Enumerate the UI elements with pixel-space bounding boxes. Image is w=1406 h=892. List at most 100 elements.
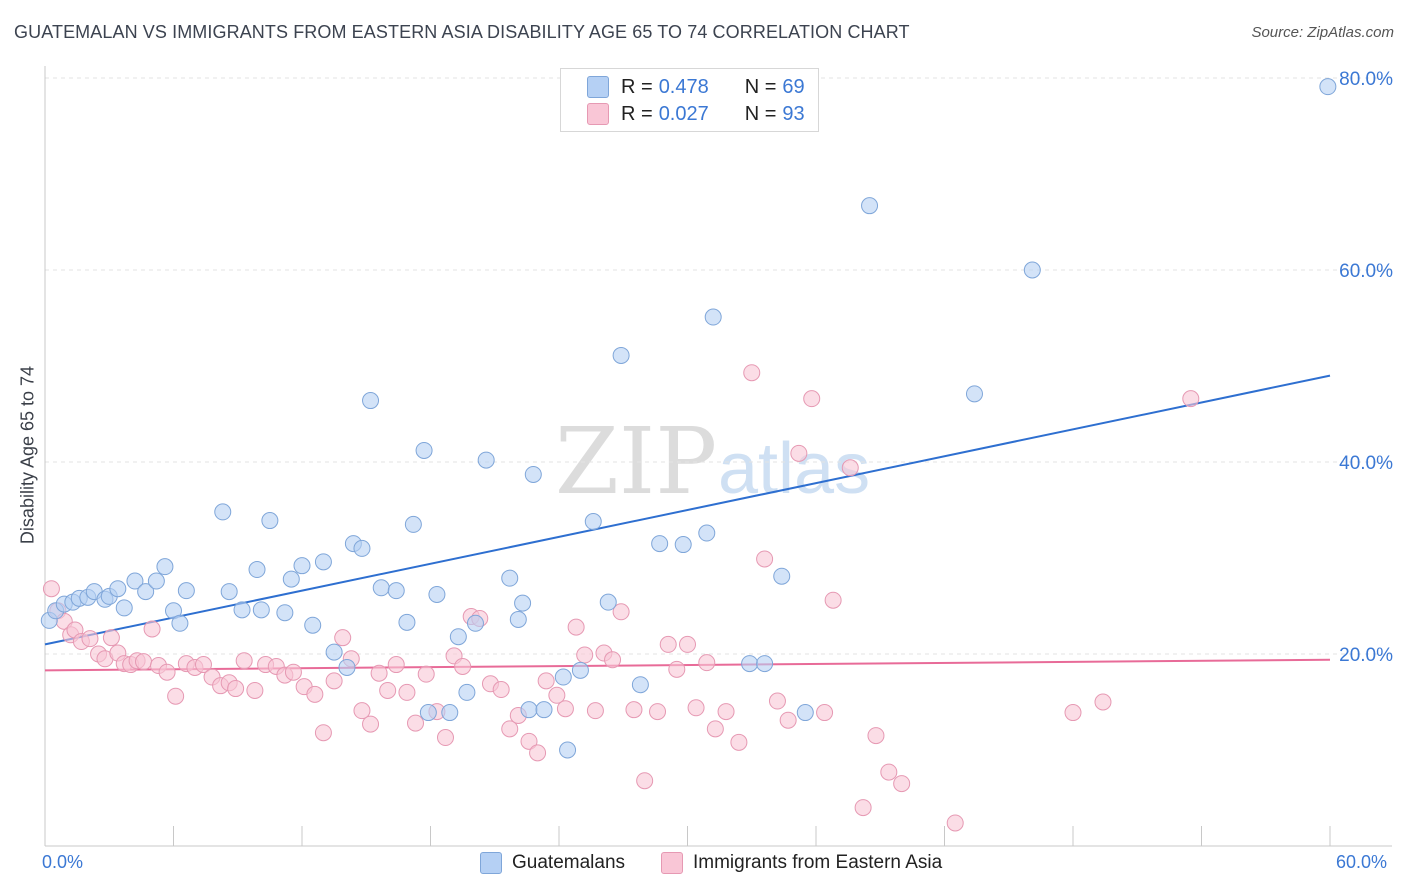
- guatemalan-point: [372, 579, 390, 597]
- guatemalan-point: [233, 601, 251, 619]
- legend-swatch-blue: [480, 852, 502, 874]
- r-label: R =: [621, 75, 653, 98]
- guatemalan-point: [554, 668, 572, 686]
- eastern-asia-point: [436, 729, 454, 747]
- eastern-asia-point: [362, 715, 380, 733]
- guatemalan-point: [398, 613, 416, 631]
- eastern-asia-point: [687, 699, 705, 717]
- legend-label: Guatemalans: [512, 852, 626, 873]
- y-tick-label: 60.0%: [1339, 261, 1393, 282]
- eastern-asia-point: [668, 660, 686, 678]
- eastern-asia-point: [604, 651, 622, 669]
- eastern-asia-point: [529, 744, 547, 762]
- y-tick-label: 40.0%: [1339, 453, 1393, 474]
- eastern-asia-point: [42, 580, 60, 598]
- guatemalan-point: [674, 536, 692, 554]
- eastern-asia-point: [649, 703, 667, 721]
- guatemalan-point: [571, 661, 589, 679]
- guatemalan-point: [252, 601, 270, 619]
- eastern-asia-point: [841, 459, 859, 477]
- guatemalan-point: [314, 553, 332, 571]
- guatemalan-point: [773, 567, 791, 585]
- guatemalan-point: [509, 610, 527, 628]
- blue-swatch: [587, 76, 609, 98]
- eastern-asia-point: [768, 692, 786, 710]
- eastern-asia-point: [659, 635, 677, 653]
- eastern-asia-point: [167, 687, 185, 705]
- guatemalan-point: [304, 616, 322, 634]
- eastern-asia-point: [353, 702, 371, 720]
- guatemalan-point: [698, 524, 716, 542]
- y-tick-labels: 20.0% 40.0% 60.0% 80.0%: [1339, 69, 1393, 666]
- guatemalan-point: [171, 614, 189, 632]
- guatemalan-point: [514, 594, 532, 612]
- eastern-asia-point: [143, 620, 161, 638]
- eastern-asia-point: [816, 704, 834, 722]
- data-points: [40, 78, 1337, 832]
- eastern-asia-point: [548, 686, 566, 704]
- n-value: 93: [782, 102, 805, 125]
- eastern-asia-point: [586, 702, 604, 720]
- guatemalan-point: [584, 513, 602, 531]
- guatemalan-point: [415, 441, 433, 459]
- legend-item-eastern-asia: Immigrants from Eastern Asia: [661, 852, 942, 874]
- guatemalan-point: [501, 569, 519, 587]
- guatemalan-point: [248, 561, 266, 579]
- guatemalan-point: [1023, 261, 1041, 279]
- guatemalan-point: [796, 704, 814, 722]
- eastern-asia-point: [743, 364, 761, 382]
- eastern-asia-point: [893, 775, 911, 793]
- guatemalan-point: [651, 535, 669, 553]
- eastern-asia-point: [803, 390, 821, 408]
- x-tick-min: 0.0%: [42, 852, 84, 872]
- n-label: N =: [744, 75, 777, 98]
- guatemalan-point: [293, 557, 311, 575]
- eastern-asia-point: [102, 629, 120, 647]
- eastern-asia-point: [370, 664, 388, 682]
- guatemalan-point: [756, 655, 774, 673]
- grid: [45, 77, 1392, 655]
- eastern-asia-point: [501, 720, 519, 738]
- guatemalan-point: [441, 704, 459, 722]
- eastern-asia-point: [790, 444, 808, 462]
- eastern-asia-point: [567, 618, 585, 636]
- guatemalan-point: [220, 583, 238, 601]
- n-value: 69: [782, 75, 805, 98]
- guatemalan-point: [214, 503, 232, 521]
- x-tick-max: 60.0%: [1336, 852, 1388, 872]
- stats-row-eastern-asia: R = 0.027 N = 93: [587, 102, 805, 126]
- eastern-asia-point: [135, 653, 153, 671]
- eastern-asia-point: [407, 714, 425, 732]
- guatemalan-point: [520, 701, 538, 719]
- guatemalan-point: [631, 676, 649, 694]
- r-value: 0.027: [658, 102, 709, 125]
- eastern-asia-point: [314, 724, 332, 742]
- eastern-asia-point: [717, 703, 735, 721]
- guatemalan-point: [109, 580, 127, 598]
- eastern-asia-point: [235, 652, 253, 670]
- eastern-asia-point: [454, 657, 472, 675]
- eastern-asia-point: [379, 681, 397, 699]
- guatemalan-point: [261, 512, 279, 530]
- eastern-asia-point: [398, 683, 416, 701]
- guatemalan-point: [325, 643, 343, 661]
- guatemalan-point: [741, 655, 759, 673]
- eastern-asia-point: [824, 591, 842, 609]
- eastern-asia-point: [706, 720, 724, 738]
- eastern-asia-point: [334, 629, 352, 647]
- eastern-asia-point: [576, 646, 594, 664]
- eastern-asia-point: [325, 672, 343, 690]
- watermark-zip: ZIP: [555, 408, 717, 515]
- guatemalan-point: [612, 346, 630, 364]
- eastern-asia-point: [520, 732, 538, 750]
- eastern-asia-point: [227, 680, 245, 698]
- eastern-asia-point: [194, 656, 212, 674]
- source-label: Source: ZipAtlas.com: [1251, 24, 1394, 41]
- eastern-asia-point: [756, 550, 774, 568]
- guatemalan-point: [599, 593, 617, 611]
- guatemalan-point: [177, 582, 195, 600]
- eastern-asia-point: [1182, 390, 1200, 408]
- eastern-asia-point: [779, 711, 797, 729]
- guatemalan-point: [449, 628, 467, 646]
- guatemalan-point: [428, 585, 446, 603]
